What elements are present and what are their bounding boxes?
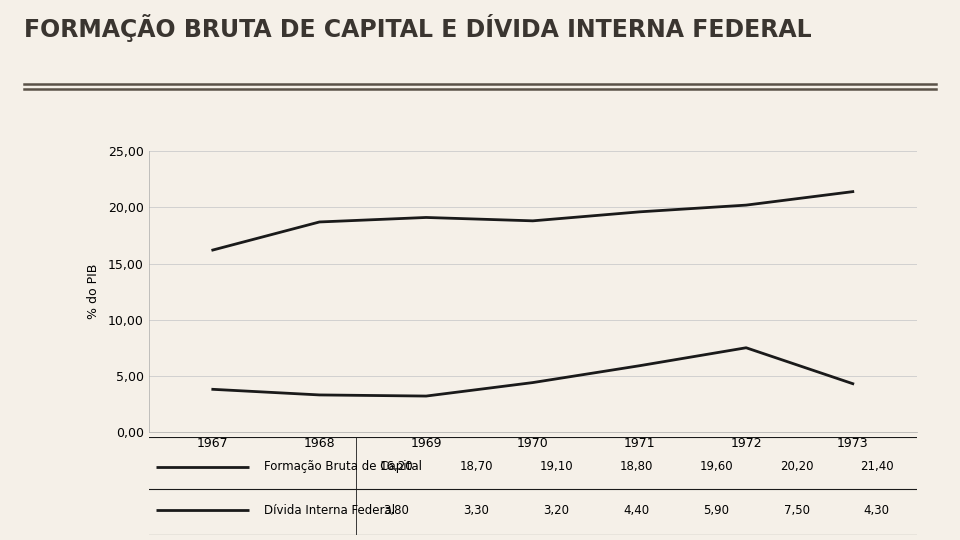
Text: 7,50: 7,50 (783, 504, 809, 517)
Y-axis label: % do PIB: % do PIB (86, 264, 100, 319)
Text: 19,60: 19,60 (700, 460, 733, 473)
Text: 5,90: 5,90 (704, 504, 730, 517)
Text: 3,20: 3,20 (543, 504, 569, 517)
Text: 21,40: 21,40 (860, 460, 894, 473)
Text: 20,20: 20,20 (780, 460, 813, 473)
Text: FORMAÇÃO BRUTA DE CAPITAL E DÍVIDA INTERNA FEDERAL: FORMAÇÃO BRUTA DE CAPITAL E DÍVIDA INTER… (24, 14, 811, 42)
Text: Formação Bruta de Capital: Formação Bruta de Capital (264, 460, 422, 473)
Text: 19,10: 19,10 (540, 460, 573, 473)
Text: 16,20: 16,20 (379, 460, 413, 473)
Text: 4,30: 4,30 (864, 504, 890, 517)
Text: 18,70: 18,70 (460, 460, 493, 473)
Text: 18,80: 18,80 (620, 460, 653, 473)
Text: 3,80: 3,80 (383, 504, 409, 517)
Text: 3,30: 3,30 (464, 504, 490, 517)
Text: 4,40: 4,40 (623, 504, 650, 517)
Text: Dívida Interna Federal: Dívida Interna Federal (264, 504, 396, 517)
